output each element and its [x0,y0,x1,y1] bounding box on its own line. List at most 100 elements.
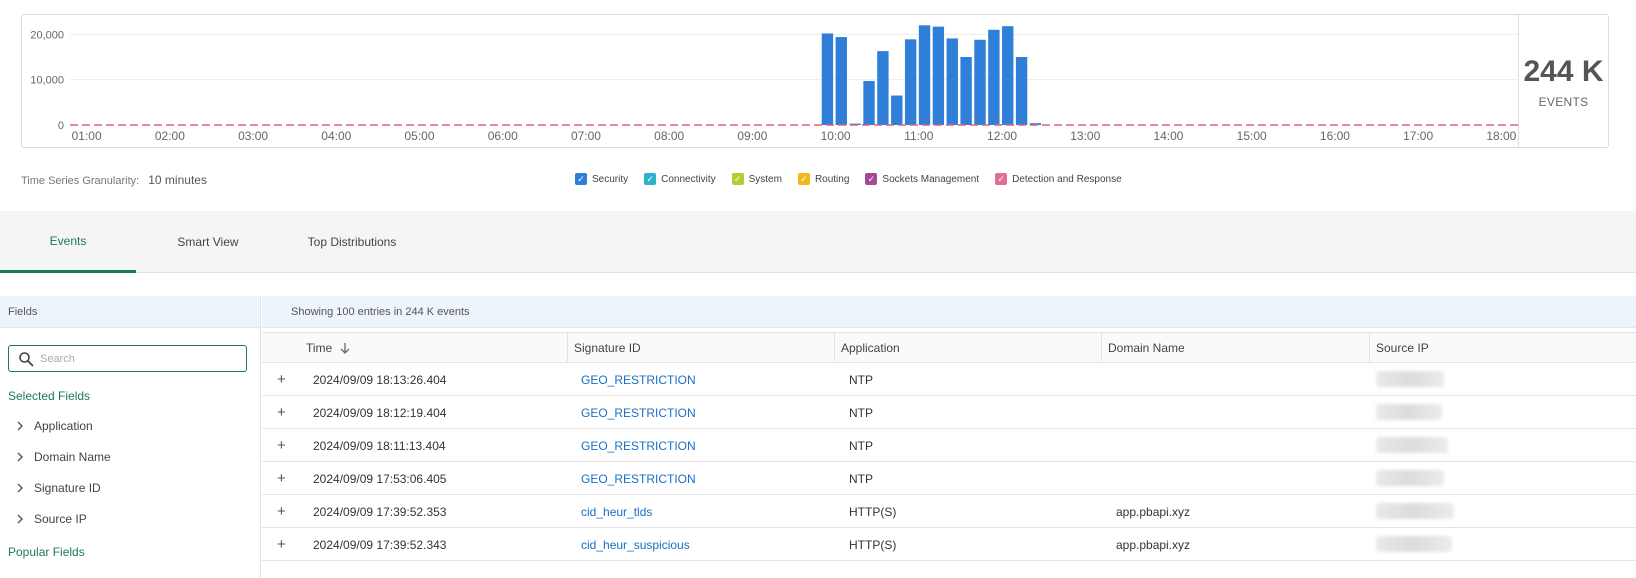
expand-row-icon[interactable]: + [277,503,286,520]
histogram-bar[interactable] [1015,57,1028,125]
signature-id-link[interactable]: cid_heur_suspicious [581,537,690,552]
column-header-application[interactable]: Application [835,332,1102,363]
table-row[interactable]: +2024/09/09 18:13:26.404 GEO_RESTRICTION N… [262,363,1636,396]
time-cell: 2024/09/09 17:39:52.343 [313,537,447,552]
expand-row-icon[interactable]: + [277,404,286,421]
x-tick-label: 07:00 [571,129,601,143]
histogram-bar[interactable] [918,25,931,126]
histogram-bar[interactable] [946,38,958,126]
histogram-bar[interactable] [1029,123,1042,125]
y-tick-label: 20,000 [30,29,64,41]
sort-descending-icon[interactable] [338,341,352,355]
histogram-bar[interactable] [863,81,875,125]
expand-row-icon[interactable]: + [277,371,286,388]
legend-item-system[interactable]: ✓ System [731,173,782,185]
histogram-bar[interactable] [904,39,917,125]
histogram-bar[interactable] [891,95,903,125]
legend-item-routing[interactable]: ✓ Routing [797,173,849,185]
signature-id-link[interactable]: cid_heur_tlds [581,504,653,519]
legend-checkbox[interactable]: ✓ [731,173,744,185]
x-tick-label: 04:00 [321,129,351,143]
application-cell: NTP [849,471,873,486]
tab-smart-view[interactable]: Smart View [177,235,239,249]
legend-item-security[interactable]: ✓ Security [575,173,628,185]
histogram-bar[interactable] [932,26,945,126]
legend-checkbox[interactable]: ✓ [797,173,810,185]
total-events-label: EVENTS [1538,95,1589,109]
expand-row-icon[interactable]: + [277,536,286,553]
search-input[interactable] [40,350,240,368]
column-label: Domain Name [1108,340,1185,355]
x-tick-label: 03:00 [238,129,268,143]
search-icon [19,352,34,367]
popular-fields-title: Popular Fields [8,545,85,559]
source-ip-redacted [1376,470,1444,486]
histogram-bar[interactable] [960,57,972,125]
signature-id-link[interactable]: GEO_RESTRICTION [581,405,696,420]
x-tick-label: 06:00 [488,129,518,143]
expand-row-icon[interactable]: + [277,437,286,454]
fields-search[interactable] [8,345,247,372]
column-header-signature-id[interactable]: Signature ID [568,332,835,363]
field-label: Application [34,419,93,433]
legend-item-connectivity[interactable]: ✓ Connectivity [644,173,716,185]
field-label: Domain Name [34,450,111,464]
column-label: Application [841,340,900,355]
x-tick-label: 09:00 [737,129,767,143]
legend-item-detection-and-response[interactable]: ✓ Detection and Response [995,173,1122,185]
field-item-source-ip[interactable]: Source IP [14,512,87,526]
column-header-time[interactable]: Time [262,332,568,363]
x-tick-label: 08:00 [654,129,684,143]
x-tick-label: 15:00 [1237,129,1267,143]
signature-id-link[interactable]: GEO_RESTRICTION [581,471,696,486]
table-row[interactable]: +2024/09/09 18:12:19.404 GEO_RESTRICTION N… [262,396,1636,429]
x-tick-label: 12:00 [987,129,1017,143]
total-events-box: 244 K EVENTS [1518,15,1608,147]
histogram-bar[interactable] [974,39,986,125]
legend-label: Security [592,173,629,185]
field-item-domain-name[interactable]: Domain Name [14,450,111,464]
x-tick-label: 11:00 [904,129,933,143]
legend-checkbox[interactable]: ✓ [644,173,657,185]
x-tick-label: 10:00 [821,129,851,143]
column-label: Signature ID [574,340,641,355]
time-series-granularity: Time Series Granularity: 10 minutes [21,173,207,187]
tab-events[interactable]: Events [0,211,136,273]
legend-checkbox[interactable]: ✓ [995,173,1008,185]
chevron-right-icon [17,421,23,431]
tab-top-distributions[interactable]: Top Distributions [307,235,397,249]
histogram-bar[interactable] [988,29,1000,125]
application-cell: NTP [849,438,873,453]
table-row[interactable]: +2024/09/09 17:53:06.405 GEO_RESTRICTION N… [262,462,1636,495]
signature-id-link[interactable]: GEO_RESTRICTION [581,372,696,387]
source-ip-redacted [1376,503,1454,519]
chevron-right-icon [17,483,23,493]
table-row[interactable]: +2024/09/09 17:39:52.353 cid_heur_tlds HTT… [262,495,1636,528]
column-header-source-ip[interactable]: Source IP [1370,332,1636,363]
x-tick-label: 17:00 [1403,129,1433,143]
field-item-signature-id[interactable]: Signature ID [14,481,101,495]
histogram-bar[interactable] [821,33,834,125]
time-cell: 2024/09/09 17:53:06.405 [313,471,447,486]
legend-checkbox[interactable]: ✓ [575,173,587,185]
legend-checkbox[interactable]: ✓ [865,173,878,185]
legend-label: System [748,173,782,185]
x-tick-label: 18:00 [1486,129,1516,143]
column-header-domain-name[interactable]: Domain Name [1102,332,1370,363]
chart-legend: ✓ Security ✓ Connectivity ✓ System ✓ Routing ✓ So… [575,173,1138,185]
legend-item-sockets-management[interactable]: ✓ Sockets Management [865,173,979,185]
expand-row-icon[interactable]: + [277,470,286,487]
field-item-application[interactable]: Application [14,419,93,433]
table-row[interactable]: +2024/09/09 17:39:52.343 cid_heur_suspici… [262,528,1636,561]
fields-sidebar: Fields Selected Fields Application Domai… [0,296,261,578]
time-cell: 2024/09/09 18:12:19.404 [313,405,447,420]
field-label: Source IP [34,512,87,526]
table-row[interactable]: +2024/09/09 18:11:13.404 GEO_RESTRICTION N… [262,429,1636,462]
histogram-bar[interactable] [835,37,847,126]
histogram-bar[interactable] [877,51,889,125]
histogram-bar[interactable] [1002,26,1014,125]
domain-name-cell: app.pbapi.xyz [1116,537,1191,552]
granularity-value[interactable]: 10 minutes [148,173,207,187]
signature-id-link[interactable]: GEO_RESTRICTION [581,438,696,453]
source-ip-redacted [1376,437,1448,453]
